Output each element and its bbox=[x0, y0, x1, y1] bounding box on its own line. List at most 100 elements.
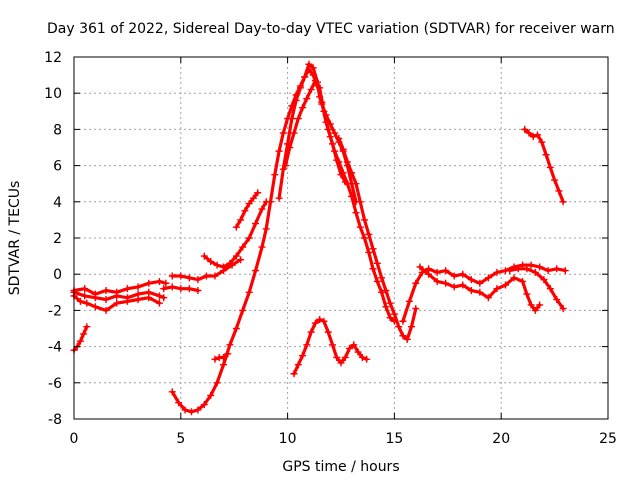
y-tick-label: 12 bbox=[44, 50, 62, 66]
data-point bbox=[311, 319, 319, 327]
data-point bbox=[211, 272, 219, 280]
data-point bbox=[80, 330, 88, 338]
data-point bbox=[501, 281, 509, 289]
data-point bbox=[346, 344, 354, 352]
data-point bbox=[354, 348, 362, 356]
data-point bbox=[185, 274, 193, 282]
data-point bbox=[339, 145, 347, 153]
data-point bbox=[299, 352, 307, 360]
y-tick-label: -2 bbox=[48, 303, 62, 319]
data-point bbox=[187, 408, 195, 416]
data-point bbox=[378, 288, 386, 296]
series-arc-peak-lower bbox=[281, 77, 349, 186]
data-point bbox=[102, 296, 110, 304]
series-arc-afternoon-b bbox=[416, 263, 544, 314]
data-point bbox=[258, 243, 266, 251]
data-point bbox=[294, 361, 302, 369]
data-point bbox=[226, 259, 234, 267]
series-arc-low-midday bbox=[290, 315, 371, 378]
series-arc-evening-drop bbox=[521, 125, 567, 206]
data-point bbox=[493, 285, 501, 293]
data-point bbox=[207, 258, 215, 266]
data-point bbox=[316, 315, 324, 323]
series-trace bbox=[170, 68, 396, 414]
data-point bbox=[102, 306, 110, 314]
data-point bbox=[202, 272, 210, 280]
data-point bbox=[450, 283, 458, 291]
data-point bbox=[160, 285, 168, 293]
data-point bbox=[536, 301, 544, 309]
data-point bbox=[220, 361, 228, 369]
x-tick-label: 10 bbox=[279, 431, 297, 447]
x-tick-label: 5 bbox=[176, 431, 185, 447]
ticks: 0 5 10 15 20 25 -8 -6 -4 -2 0 2 4 6 8 10 12 bbox=[44, 50, 617, 447]
data-point bbox=[405, 297, 413, 305]
data-point bbox=[412, 279, 420, 287]
data-point bbox=[91, 290, 99, 298]
x-tick-label: 15 bbox=[385, 431, 403, 447]
data-point bbox=[232, 325, 240, 332]
data-point bbox=[416, 263, 424, 271]
data-point bbox=[296, 84, 304, 92]
data-point bbox=[553, 296, 561, 304]
data-point bbox=[316, 84, 324, 92]
data-point bbox=[288, 115, 296, 123]
series-arc-morning-cluster-d bbox=[160, 283, 202, 294]
data-point bbox=[450, 272, 458, 280]
data-point bbox=[386, 314, 394, 322]
series-arc-rise-wavy bbox=[200, 198, 270, 271]
data-point bbox=[320, 107, 328, 115]
series-trace bbox=[292, 317, 369, 376]
data-point bbox=[113, 288, 121, 296]
y-tick-label: -8 bbox=[48, 412, 62, 428]
data-point bbox=[76, 297, 84, 305]
data-point bbox=[279, 165, 287, 173]
data-point bbox=[168, 388, 176, 396]
data-point bbox=[324, 125, 332, 133]
data-point bbox=[279, 129, 287, 137]
data-point bbox=[303, 341, 311, 349]
x-tick-label: 25 bbox=[599, 431, 617, 447]
data-point bbox=[403, 335, 411, 343]
data-point bbox=[239, 306, 247, 314]
data-point bbox=[559, 198, 567, 206]
data-point bbox=[239, 243, 247, 251]
data-point bbox=[360, 216, 368, 224]
data-point bbox=[333, 353, 341, 361]
series-arc-rise-second bbox=[232, 189, 262, 231]
data-point bbox=[523, 290, 531, 298]
data-point bbox=[281, 162, 289, 170]
data-point bbox=[365, 230, 373, 238]
data-point bbox=[232, 252, 240, 260]
data-point bbox=[521, 125, 529, 133]
data-point bbox=[134, 283, 142, 291]
data-point bbox=[546, 285, 554, 293]
data-point bbox=[373, 259, 381, 267]
data-point bbox=[352, 209, 360, 217]
data-point bbox=[252, 220, 260, 228]
series-trace bbox=[202, 200, 268, 269]
data-point bbox=[382, 303, 390, 311]
data-point bbox=[348, 169, 356, 177]
data-point bbox=[542, 151, 550, 159]
data-point bbox=[211, 355, 219, 363]
data-point bbox=[350, 341, 358, 349]
data-point bbox=[200, 252, 208, 260]
data-point bbox=[476, 279, 484, 287]
data-point bbox=[123, 297, 131, 305]
data-point bbox=[226, 341, 234, 349]
data-point bbox=[275, 194, 283, 202]
data-point bbox=[540, 276, 548, 284]
data-point bbox=[360, 234, 368, 242]
y-tick-label: -6 bbox=[48, 376, 62, 392]
data-point bbox=[337, 171, 345, 179]
data-point bbox=[194, 406, 202, 414]
data-point bbox=[467, 286, 475, 294]
data-point bbox=[433, 268, 441, 276]
data-point bbox=[155, 299, 163, 307]
data-point bbox=[81, 292, 89, 300]
data-point bbox=[510, 274, 518, 282]
data-point bbox=[232, 223, 240, 231]
data-point bbox=[145, 294, 153, 302]
data-point bbox=[290, 370, 298, 378]
